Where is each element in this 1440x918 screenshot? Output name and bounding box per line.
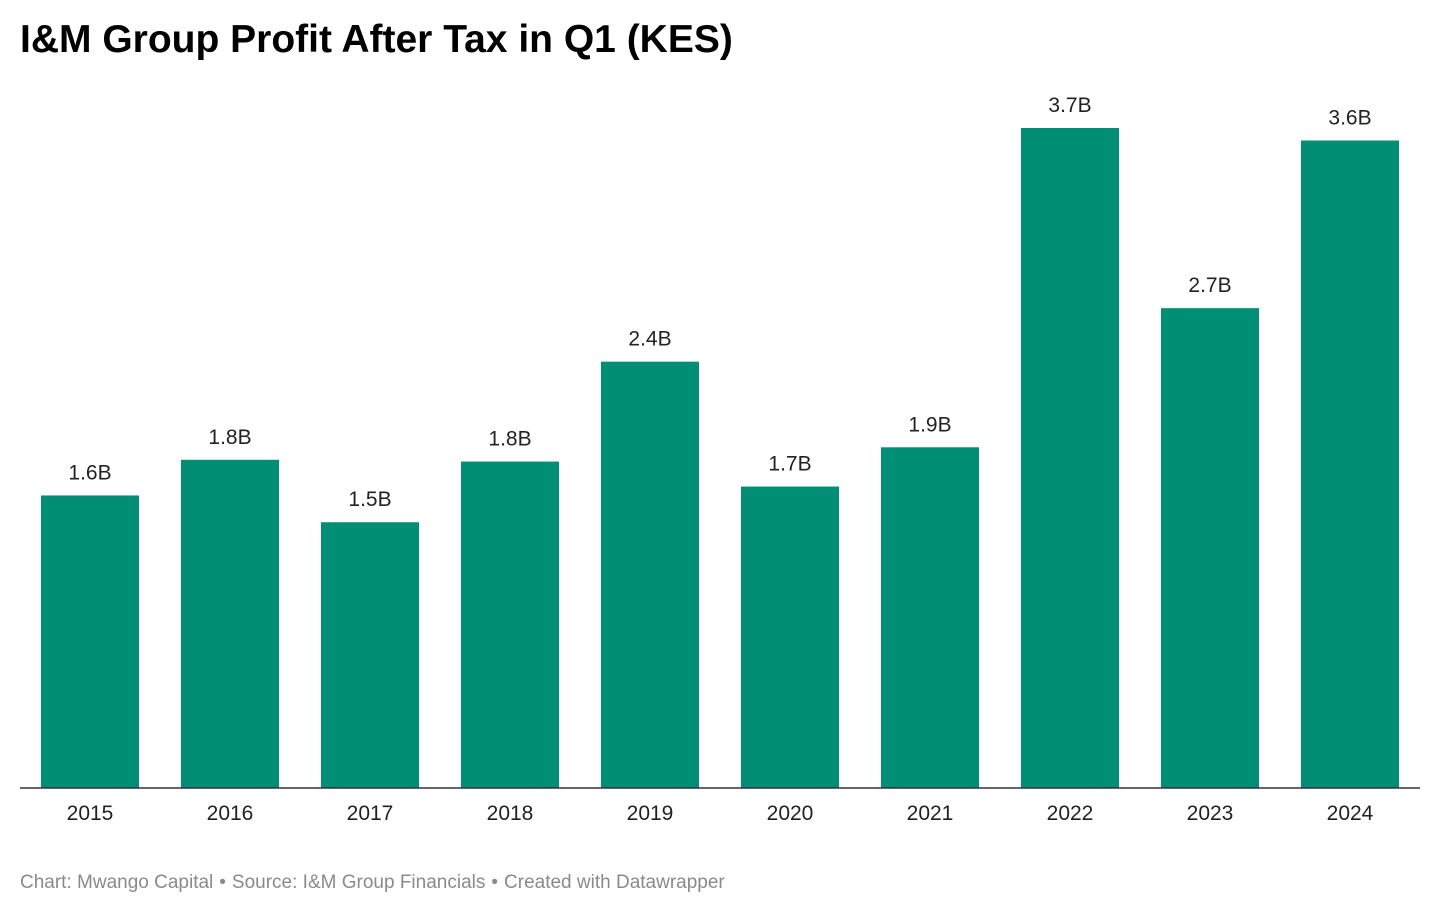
x-axis-tick-labels: 2015 2016 2017 2018 2019 2020 2021 2022 2023 2024 bbox=[67, 802, 1374, 825]
value-label-2023: 2.7B bbox=[1188, 274, 1231, 297]
bar-chart: 1.6B 1.8B 1.5B 1.8B 2.4B 1.7B 1.9B 3.7B 2.7B 3.6B… bbox=[20, 94, 1420, 825]
tick-label-2022: 2022 bbox=[1047, 802, 1094, 825]
bar-2019 bbox=[601, 361, 699, 788]
value-label-2022: 3.7B bbox=[1048, 94, 1091, 117]
value-label-2017: 1.5B bbox=[348, 488, 391, 511]
value-label-2015: 1.6B bbox=[68, 461, 111, 484]
bar-2018 bbox=[461, 461, 559, 788]
source-credit: Source: I&M Group Financials bbox=[231, 872, 486, 893]
tick-label-2021: 2021 bbox=[907, 802, 954, 825]
value-label-2016: 1.8B bbox=[208, 426, 251, 449]
value-label-2024: 3.6B bbox=[1328, 106, 1371, 129]
tick-label-2023: 2023 bbox=[1187, 802, 1234, 825]
bar-2023 bbox=[1161, 308, 1259, 788]
bar-2015 bbox=[41, 495, 139, 788]
bar-2016 bbox=[181, 459, 279, 788]
chart-credit: Chart: Mwango Capital bbox=[20, 872, 214, 893]
tick-label-2018: 2018 bbox=[487, 802, 534, 825]
bar-2024 bbox=[1301, 140, 1399, 789]
value-label-2019: 2.4B bbox=[628, 328, 671, 351]
tick-label-2024: 2024 bbox=[1327, 802, 1374, 825]
bar-2022 bbox=[1021, 128, 1119, 788]
value-label-2018: 1.8B bbox=[488, 428, 531, 451]
value-label-2020: 1.7B bbox=[768, 453, 811, 476]
value-label-2021: 1.9B bbox=[908, 413, 951, 436]
bar-2017 bbox=[321, 522, 419, 788]
bar-2020 bbox=[741, 486, 839, 788]
chart-title: I&M Group Profit After Tax in Q1 (KES) bbox=[20, 18, 733, 61]
chart-footer: Chart: Mwango Capital • Source: I&M Group … bbox=[20, 872, 725, 894]
footer-separator: • bbox=[491, 872, 499, 893]
bar-2021 bbox=[881, 447, 979, 788]
tick-label-2015: 2015 bbox=[67, 802, 114, 825]
datawrapper-credit: Created with Datawrapper bbox=[504, 872, 725, 893]
bars-group bbox=[41, 128, 1399, 789]
tick-label-2016: 2016 bbox=[207, 802, 254, 825]
tick-label-2020: 2020 bbox=[767, 802, 814, 825]
tick-label-2019: 2019 bbox=[627, 802, 674, 825]
footer-separator: • bbox=[219, 872, 226, 893]
tick-label-2017: 2017 bbox=[347, 802, 394, 825]
value-labels-group: 1.6B 1.8B 1.5B 1.8B 2.4B 1.7B 1.9B 3.7B 2.7B 3.6B bbox=[68, 94, 1371, 511]
